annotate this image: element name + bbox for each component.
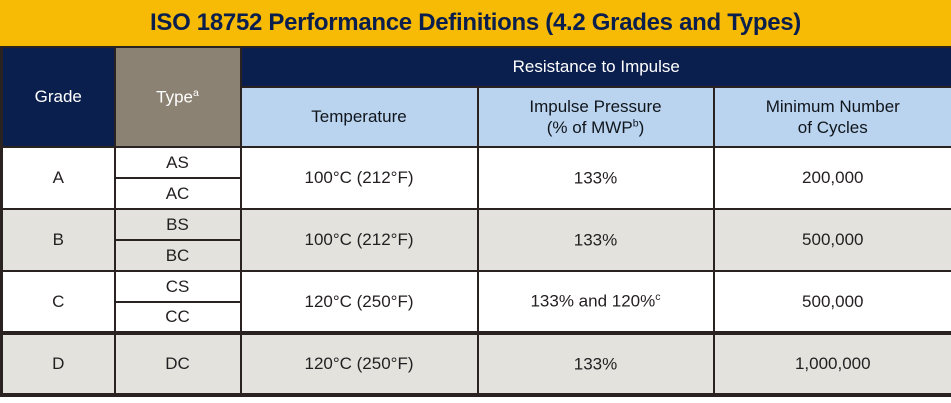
resistance-to-impulse-header: Resistance to Impulse xyxy=(239,46,951,88)
grade-c-temperature-cell: 120°C (250°F) xyxy=(239,270,479,334)
impulse-header-line2: (% of MWPb) xyxy=(546,117,645,137)
performance-definitions-table: Grade Typea Resistance to Impulse Temper… xyxy=(0,46,951,397)
type-as-cell: AS xyxy=(113,146,242,179)
table-row-grade-c-sub: CC xyxy=(2,301,951,334)
impulse-header-line1: Impulse Pressure xyxy=(529,96,662,116)
grade-a-cell: A xyxy=(0,146,116,210)
column-header-grade: Grade xyxy=(0,46,116,148)
type-bs-cell: BS xyxy=(113,208,242,241)
type-ac-cell: AC xyxy=(113,177,242,210)
column-header-min-cycles: Minimum Number of Cycles xyxy=(712,86,951,148)
grade-b-cell: B xyxy=(0,208,116,272)
grade-a-impulse-cell: 133% xyxy=(476,146,715,210)
grade-d-temperature-cell: 120°C (250°F) xyxy=(239,331,479,396)
cycles-header-line2: of Cycles xyxy=(797,118,868,137)
table-row-grade-a: A AS 100°C (212°F) 133% 200,000 xyxy=(0,146,951,210)
title-bar: ISO 18752 Performance Definitions (4.2 G… xyxy=(0,0,951,46)
column-header-type: Typea xyxy=(113,46,242,148)
grade-a-cycles-cell: 200,000 xyxy=(712,146,951,210)
type-header-label: Type xyxy=(156,87,193,107)
page-title: ISO 18752 Performance Definitions (4.2 G… xyxy=(150,9,801,36)
table-row-grade-c: C CS 120°C (250°F) 133% and 120%c 500,00… xyxy=(0,270,951,334)
column-header-temperature: Temperature xyxy=(239,86,479,148)
grade-c-impulse-cell: 133% and 120%c xyxy=(476,270,715,334)
grade-d-cell: D xyxy=(0,331,116,396)
grade-c-cycles-cell: 500,000 xyxy=(712,270,951,334)
grade-d-cycles-cell: 1,000,000 xyxy=(712,331,951,396)
grade-b-impulse-cell: 133% xyxy=(476,208,715,272)
column-header-impulse-pressure: Impulse Pressure (% of MWPb) xyxy=(476,86,715,148)
type-bc-cell: BC xyxy=(113,239,242,272)
type-footnote-marker: a xyxy=(193,86,199,99)
grade-d-impulse-cell: 133% xyxy=(476,331,715,396)
mwp-footnote-marker: b xyxy=(632,117,639,130)
temperature-header-label: Temperature xyxy=(311,107,407,127)
resistance-header-label: Resistance to Impulse xyxy=(512,57,680,76)
type-cs-cell: CS xyxy=(113,270,242,303)
table-row-grade-a-sub: AC xyxy=(2,177,951,210)
grade-c-cell: C xyxy=(0,270,116,334)
table-row-grade-b: B BS 100°C (212°F) 133% 500,000 xyxy=(0,208,951,272)
grade-b-temperature-cell: 100°C (212°F) xyxy=(239,208,479,272)
grade-header-label: Grade xyxy=(34,87,82,106)
table-row-grade-d: D DC 120°C (250°F) 133% 1,000,000 xyxy=(0,331,951,396)
grade-a-temperature-cell: 100°C (212°F) xyxy=(239,146,479,210)
impulse-c-footnote-marker: c xyxy=(655,291,661,304)
cycles-header-line1: Minimum Number xyxy=(765,96,900,116)
grade-b-cycles-cell: 500,000 xyxy=(712,208,951,272)
table-row-grade-b-sub: BC xyxy=(2,239,951,272)
type-dc-cell: DC xyxy=(113,331,242,396)
type-cc-cell: CC xyxy=(113,301,242,334)
